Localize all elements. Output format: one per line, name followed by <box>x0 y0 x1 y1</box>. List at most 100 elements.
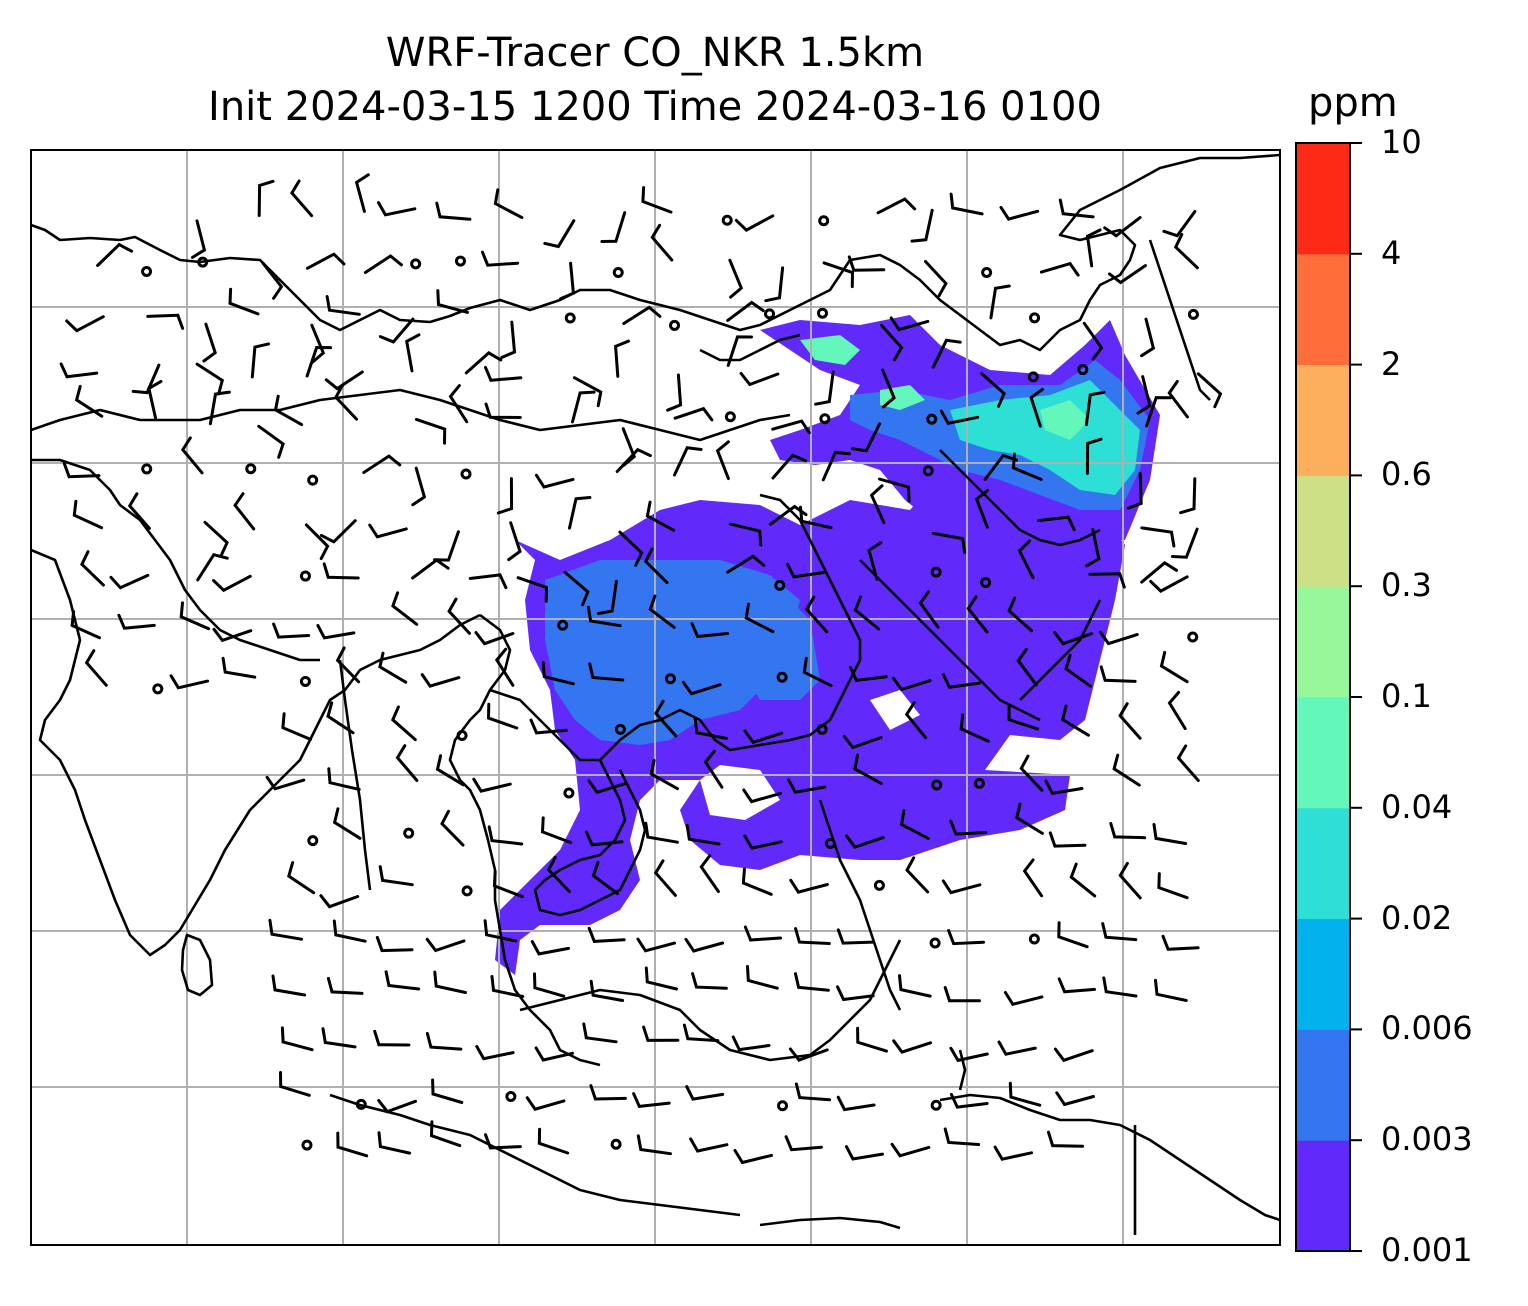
wind-barb <box>642 1025 680 1042</box>
wind-barb <box>1084 390 1106 427</box>
wind-calm-marker <box>922 465 934 477</box>
wind-barb <box>325 295 361 316</box>
wind-barb <box>433 530 460 562</box>
wind-barb <box>212 574 252 593</box>
wind-barb <box>1037 515 1076 532</box>
wind-barb <box>529 718 568 735</box>
wind-barb <box>845 834 885 849</box>
wind-calm-marker <box>245 463 257 475</box>
wind-barb <box>1167 380 1189 419</box>
wind-barb <box>876 197 917 215</box>
wind-calm-marker <box>973 777 985 789</box>
wind-barb <box>591 860 619 896</box>
map-frame <box>30 149 1281 1246</box>
wind-barb <box>493 188 524 220</box>
wind-barb <box>474 631 515 646</box>
wind-barb <box>559 261 575 301</box>
wind-barb <box>1126 471 1143 510</box>
wind-barb <box>856 1026 888 1053</box>
wind-barb <box>881 368 896 409</box>
wind-barb <box>271 974 307 997</box>
wind-barb <box>516 576 549 603</box>
wind-calm-marker <box>152 683 164 695</box>
wind-barb <box>959 713 990 743</box>
wind-barb <box>265 775 306 791</box>
wind-barb <box>80 550 105 587</box>
wind-barb <box>949 1046 989 1063</box>
wind-barb <box>1011 452 1043 481</box>
wind-barb <box>96 242 134 267</box>
wind-barb <box>1085 228 1102 268</box>
wind-barb <box>943 986 981 1003</box>
colorbar-tick-label: 0.3 <box>1381 566 1432 605</box>
map-gridlines <box>31 150 1280 1245</box>
wind-barb <box>433 970 467 994</box>
colorbar-band <box>1296 697 1350 809</box>
wind-barb <box>650 223 674 262</box>
wind-barb <box>1044 779 1084 796</box>
wind-barb <box>483 919 518 943</box>
wind-barb <box>666 373 683 412</box>
wind-calm-marker <box>664 673 676 685</box>
wind-barb <box>563 570 590 607</box>
wind-barb <box>117 613 156 630</box>
wind-barb <box>534 473 575 489</box>
wind-barb <box>1069 862 1097 898</box>
wind-barb <box>794 927 831 945</box>
wind-barb <box>1108 264 1147 285</box>
wind-calm-marker <box>461 885 473 897</box>
wind-barb <box>543 219 576 249</box>
wind-barb <box>500 320 517 359</box>
colorbar-band <box>1296 1140 1350 1252</box>
wind-barb <box>62 462 101 479</box>
wind-calm-marker <box>1029 312 1041 324</box>
wind-barb <box>354 173 370 213</box>
wind-calm-marker <box>564 312 576 324</box>
wind-barb <box>507 521 522 562</box>
colorbar-tick-label: 0.001 <box>1381 1231 1473 1269</box>
wind-barb <box>1058 198 1095 219</box>
wind-barb <box>853 753 883 785</box>
wind-barb <box>1015 802 1044 835</box>
wind-barb <box>905 856 930 894</box>
wind-barb <box>327 767 361 791</box>
wind-barb <box>332 807 362 840</box>
wind-barb <box>1103 216 1142 238</box>
wind-barb <box>880 323 904 362</box>
coastline-segment <box>448 613 601 1067</box>
wind-barb <box>867 541 883 581</box>
wind-barb <box>836 985 875 1002</box>
wind-barb <box>261 261 284 300</box>
wind-calm-marker <box>929 937 941 949</box>
wind-barb <box>746 965 779 990</box>
wind-calm-marker <box>981 267 993 279</box>
wind-calm-marker <box>819 413 831 425</box>
wind-barb <box>645 500 676 532</box>
wind-barb <box>588 662 625 682</box>
wind-barb <box>585 830 624 847</box>
wind-calm-marker <box>614 723 626 735</box>
wind-barb <box>691 972 728 990</box>
wind-barb <box>304 523 330 561</box>
wind-barb <box>743 925 782 942</box>
wind-barb <box>534 1046 574 1062</box>
wind-barb <box>983 453 1018 481</box>
wind-barb <box>1099 665 1137 683</box>
colorbar-band <box>1296 918 1350 1030</box>
wind-barb <box>1112 753 1141 787</box>
wind-barb <box>1179 477 1197 515</box>
wind-barb <box>836 928 875 945</box>
wind-barb <box>771 419 811 435</box>
colorbar-tick-label: 0.04 <box>1381 787 1453 826</box>
coastline-segment <box>519 939 902 1062</box>
wind-barb <box>947 929 985 946</box>
wind-barb <box>1161 934 1200 951</box>
wind-barb <box>540 816 573 844</box>
wind-barb <box>1102 976 1138 998</box>
wind-barb <box>1082 321 1104 361</box>
wind-barb <box>699 854 720 893</box>
wind-calm-marker <box>776 671 788 683</box>
wind-calm-marker <box>721 214 733 226</box>
wind-calm-marker <box>930 566 942 578</box>
wind-barb <box>636 1134 672 1156</box>
